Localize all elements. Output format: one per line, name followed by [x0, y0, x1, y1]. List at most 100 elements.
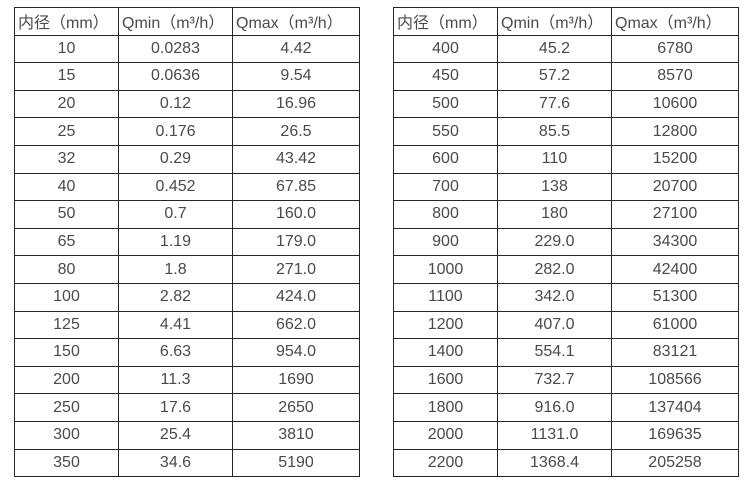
table-row: 15 0.0636 9.54 — [14, 62, 360, 91]
table-cell: 20 — [14, 89, 119, 119]
table-row: 300 25.4 3810 — [14, 420, 360, 450]
flow-table-small-diameters: 内径（mm） Qmin（m³/h） Qmax（m³/h） 10 0.0283 4.42 1… — [14, 7, 360, 478]
table-cell: 25 — [14, 117, 119, 146]
table-row: 1800 916.0 137404 — [393, 393, 739, 422]
table-cell: 80 — [14, 255, 119, 284]
table-cell: 10600 — [611, 89, 739, 119]
table-cell: 2.82 — [118, 282, 233, 312]
table-cell: 43.42 — [232, 144, 360, 174]
table-row: 1100 342.0 51300 — [393, 282, 739, 312]
table-cell: 15 — [14, 62, 119, 91]
table-cell: 0.7 — [118, 200, 233, 229]
table-cell: 600 — [393, 144, 498, 174]
table-row: 1000 282.0 42400 — [393, 255, 739, 284]
column-header: Qmin（m³/h） — [118, 7, 233, 36]
table-row: 1200 407.0 61000 — [393, 310, 739, 340]
table-cell: 34.6 — [118, 448, 233, 478]
table-cell: 0.0636 — [118, 62, 233, 91]
table-cell: 450 — [393, 62, 498, 91]
table-row: 32 0.29 43.42 — [14, 144, 360, 174]
table-cell: 0.452 — [118, 172, 233, 202]
table-cell: 12800 — [611, 117, 739, 146]
table-cell: 26.5 — [232, 117, 360, 146]
table-cell: 108566 — [611, 365, 739, 395]
table-cell: 0.176 — [118, 117, 233, 146]
table-cell: 17.6 — [118, 393, 233, 422]
table-cell: 550 — [393, 117, 498, 146]
table-cell: 2000 — [393, 420, 498, 450]
table-cell: 20700 — [611, 172, 739, 202]
table-cell: 424.0 — [232, 282, 360, 312]
table-row: 65 1.19 179.0 — [14, 227, 360, 257]
table-row: 200 11.3 1690 — [14, 365, 360, 395]
table-cell: 27100 — [611, 200, 739, 229]
table-cell: 40 — [14, 172, 119, 202]
table-cell: 250 — [14, 393, 119, 422]
table-row: 400 45.2 6780 — [393, 34, 739, 64]
table-cell: 8570 — [611, 62, 739, 91]
table-cell: 1800 — [393, 393, 498, 422]
table-cell: 500 — [393, 89, 498, 119]
flow-table-large-diameters: 内径（mm） Qmin（m³/h） Qmax（m³/h） 400 45.2 6780 45… — [393, 7, 739, 478]
header-row: 内径（mm） Qmin（m³/h） Qmax（m³/h） — [14, 7, 360, 36]
table-cell: 83121 — [611, 338, 739, 367]
table-body: 400 45.2 6780 450 57.2 8570 500 77.6 10600 550 85.… — [393, 34, 739, 478]
table-cell: 1690 — [232, 365, 360, 395]
table-cell: 25.4 — [118, 420, 233, 450]
table-cell: 350 — [14, 448, 119, 478]
table-cell: 6780 — [611, 34, 739, 64]
table-cell: 179.0 — [232, 227, 360, 257]
table-cell: 110 — [497, 144, 612, 174]
table-cell: 138 — [497, 172, 612, 202]
table-cell: 45.2 — [497, 34, 612, 64]
table-cell: 282.0 — [497, 255, 612, 284]
table-cell: 9.54 — [232, 62, 360, 91]
table-row: 800 180 27100 — [393, 200, 739, 229]
table-cell: 407.0 — [497, 310, 612, 340]
table-row: 1600 732.7 108566 — [393, 365, 739, 395]
table-row: 50 0.7 160.0 — [14, 200, 360, 229]
table-cell: 916.0 — [497, 393, 612, 422]
table-body: 10 0.0283 4.42 15 0.0636 9.54 20 0.12 16.96 25 0.1… — [14, 34, 360, 478]
table-cell: 150 — [14, 338, 119, 367]
table-cell: 137404 — [611, 393, 739, 422]
table-cell: 50 — [14, 200, 119, 229]
table-cell: 10 — [14, 34, 119, 64]
table-cell: 160.0 — [232, 200, 360, 229]
table-cell: 1.19 — [118, 227, 233, 257]
table-cell: 205258 — [611, 448, 739, 478]
table-cell: 1400 — [393, 338, 498, 367]
table-row: 125 4.41 662.0 — [14, 310, 360, 340]
table-row: 10 0.0283 4.42 — [14, 34, 360, 64]
table-cell: 229.0 — [497, 227, 612, 257]
table-row: 100 2.82 424.0 — [14, 282, 360, 312]
table-cell: 954.0 — [232, 338, 360, 367]
table-cell: 77.6 — [497, 89, 612, 119]
table-cell: 5190 — [232, 448, 360, 478]
table-cell: 800 — [393, 200, 498, 229]
table-cell: 0.29 — [118, 144, 233, 174]
table-cell: 4.41 — [118, 310, 233, 340]
table-row: 350 34.6 5190 — [14, 448, 360, 478]
table-cell: 1.8 — [118, 255, 233, 284]
table-cell: 900 — [393, 227, 498, 257]
table-cell: 180 — [497, 200, 612, 229]
table-cell: 1200 — [393, 310, 498, 340]
column-header: Qmax（m³/h） — [611, 7, 739, 36]
table-cell: 1000 — [393, 255, 498, 284]
table-cell: 0.12 — [118, 89, 233, 119]
table-cell: 125 — [14, 310, 119, 340]
table-cell: 11.3 — [118, 365, 233, 395]
table-cell: 16.96 — [232, 89, 360, 119]
table-row: 2200 1368.4 205258 — [393, 448, 739, 478]
table-cell: 200 — [14, 365, 119, 395]
table-row: 25 0.176 26.5 — [14, 117, 360, 146]
table-cell: 6.63 — [118, 338, 233, 367]
column-header: Qmin（m³/h） — [497, 7, 612, 36]
table-cell: 700 — [393, 172, 498, 202]
table-cell: 300 — [14, 420, 119, 450]
table-cell: 342.0 — [497, 282, 612, 312]
table-cell: 0.0283 — [118, 34, 233, 64]
table-cell: 554.1 — [497, 338, 612, 367]
